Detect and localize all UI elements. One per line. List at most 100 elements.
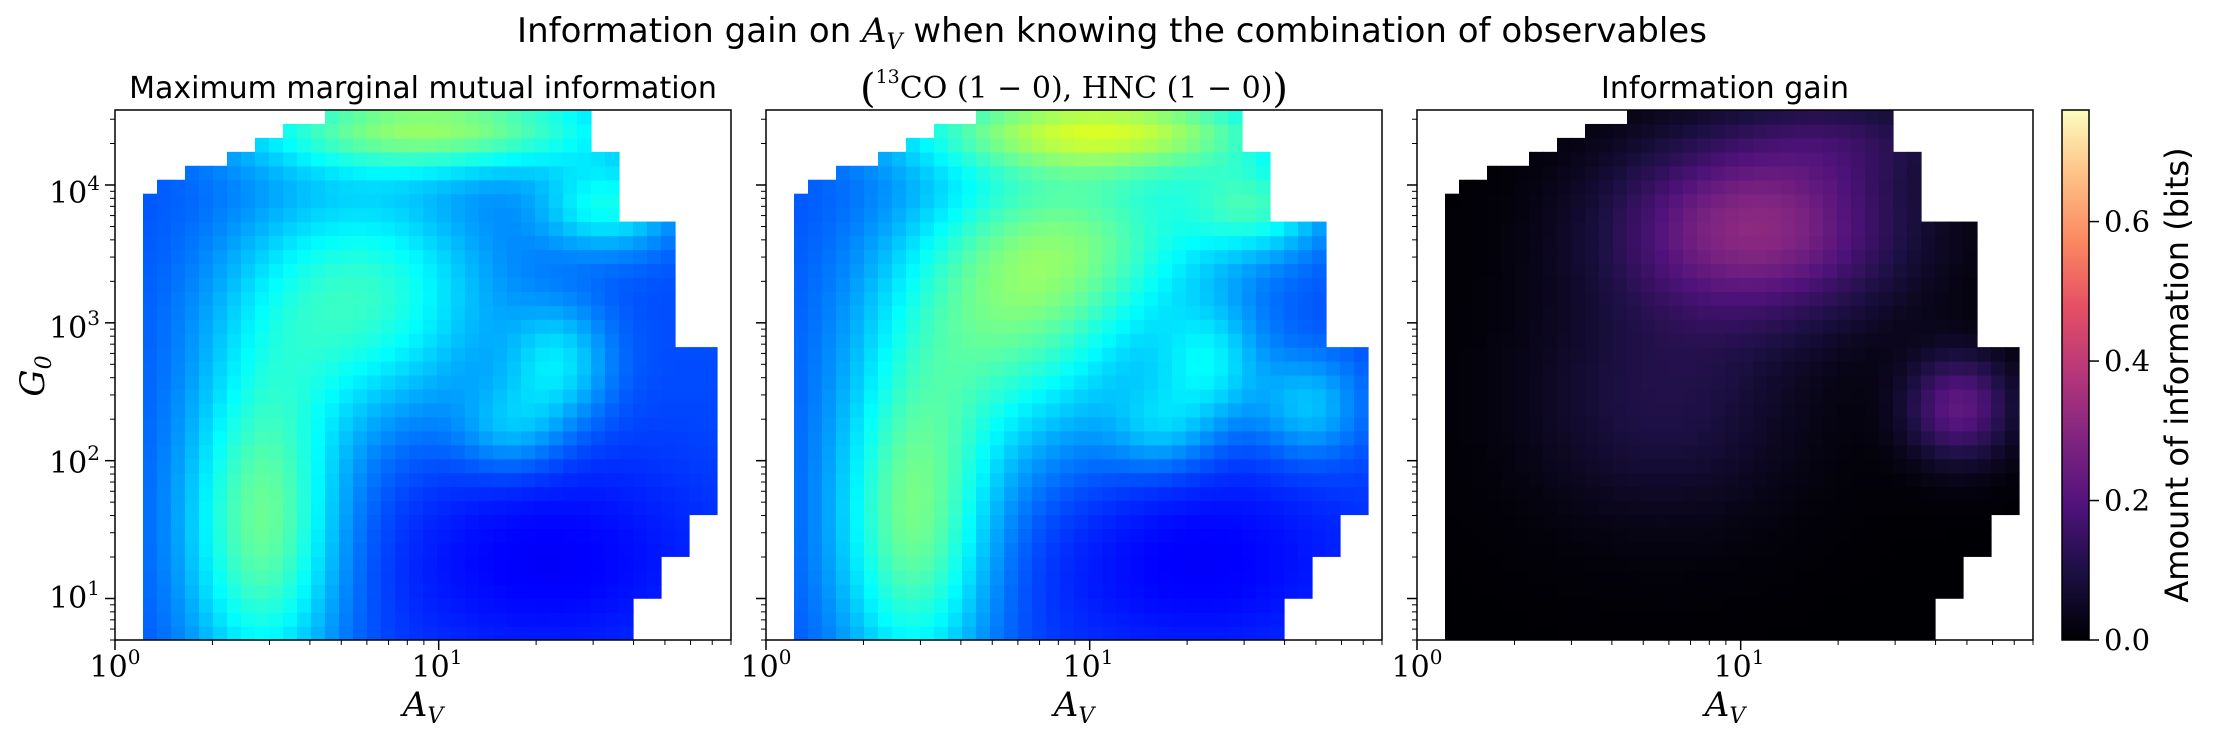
colorbar-tick-label: 0.2 (2104, 484, 2150, 518)
heatmap-cell (661, 249, 676, 265)
heatmap-cell (367, 528, 382, 543)
heatmap-cell (1851, 123, 1866, 139)
heatmap-cell (836, 165, 851, 181)
heatmap-cell (1557, 500, 1572, 516)
heatmap-cell (1613, 249, 1628, 265)
heatmap-cell (1284, 542, 1299, 557)
heatmap-cell (1879, 444, 1894, 460)
heatmap-cell (1739, 388, 1754, 404)
heatmap-cell (1851, 388, 1866, 404)
heatmap-cell (185, 291, 200, 306)
heatmap-cell (1697, 444, 1712, 460)
heatmap-cell (850, 235, 865, 251)
heatmap-cell (1004, 514, 1019, 530)
heatmap-cell (661, 528, 676, 543)
heatmap-cell (423, 235, 438, 251)
heatmap-cell (1116, 416, 1131, 432)
heatmap-cell (1753, 235, 1768, 251)
heatmap-cell (1102, 556, 1117, 571)
heatmap-cell (577, 263, 592, 278)
heatmap-cell (507, 333, 522, 348)
heatmap-cell (1683, 221, 1698, 237)
heatmap-cell (1921, 598, 1936, 613)
heatmap-cell (241, 416, 256, 432)
heatmap-cell (990, 193, 1005, 209)
heatmap-cell (1627, 235, 1642, 251)
heatmap-cell (283, 207, 298, 223)
heatmap-cell (1753, 570, 1768, 585)
heatmap-cell (423, 305, 438, 320)
heatmap-cell (948, 361, 963, 376)
heatmap-cell (1102, 361, 1117, 376)
heatmap-cell (395, 472, 410, 488)
heatmap-cell (1214, 221, 1229, 237)
heatmap-cell (465, 556, 480, 571)
heatmap-cell (1851, 612, 1866, 627)
heatmap-cell (1865, 221, 1880, 237)
heatmap-cell (1627, 277, 1642, 292)
heatmap-cell (794, 221, 809, 237)
heatmap-cell (619, 361, 634, 376)
heatmap-cell (535, 249, 550, 265)
heatmap-cell (1228, 375, 1243, 390)
heatmap-cell (1487, 179, 1502, 195)
heatmap-cell (1823, 514, 1838, 530)
heatmap-cell (325, 347, 340, 362)
heatmap-cell (1837, 207, 1852, 223)
heatmap-cell (962, 179, 977, 195)
heatmap-cell (563, 598, 578, 613)
heatmap-cell (1088, 165, 1103, 181)
heatmap-cell (934, 444, 949, 460)
heatmap-cell (1641, 291, 1656, 306)
heatmap-cell (619, 626, 634, 640)
heatmap-cell (1312, 542, 1327, 557)
heatmap-cell (822, 333, 837, 348)
heatmap-cell (934, 514, 949, 530)
heatmap-cell (507, 514, 522, 530)
heatmap-cell (1655, 486, 1670, 502)
heatmap-cell (1837, 430, 1852, 446)
heatmap-cell (661, 402, 676, 418)
heatmap-cell (227, 333, 242, 348)
heatmap-cell (1172, 319, 1187, 334)
heatmap-cell (1501, 207, 1516, 223)
heatmap-cell (1585, 598, 1600, 613)
heatmap-cell (353, 305, 368, 320)
heatmap-cell (1935, 388, 1950, 404)
heatmap-cell (1879, 207, 1894, 223)
heatmap-cell (1613, 388, 1628, 404)
heatmap-cell (1228, 542, 1243, 557)
heatmap-cell (1627, 598, 1642, 613)
heatmap-cell (675, 347, 690, 362)
heatmap-cell (1046, 361, 1061, 376)
heatmap-cell (864, 416, 879, 432)
heatmap-cell (283, 263, 298, 278)
heatmap-cell (395, 556, 410, 571)
heatmap-cell (269, 137, 284, 153)
heatmap-cell (1543, 486, 1558, 502)
heatmap-cell (850, 207, 865, 223)
heatmap-cell (892, 165, 907, 181)
heatmap-cell (1074, 179, 1089, 195)
heatmap-cell (934, 500, 949, 516)
heatmap-cell (1599, 514, 1614, 530)
heatmap-cell (409, 528, 424, 543)
heatmap-cell (577, 514, 592, 530)
heatmap-cell (591, 444, 606, 460)
heatmap-cell (934, 458, 949, 474)
heatmap-cell (619, 291, 634, 306)
heatmap-cell (1613, 137, 1628, 153)
heatmap-cell (892, 193, 907, 209)
heatmap-cell (619, 444, 634, 460)
heatmap-cell (962, 556, 977, 571)
heatmap-cell (794, 347, 809, 362)
heatmap-cell (1837, 584, 1852, 599)
heatmap-cell (1242, 361, 1257, 376)
heatmap-cell (1739, 151, 1754, 167)
heatmap-cell (836, 361, 851, 376)
heatmap-cell (1683, 388, 1698, 404)
heatmap-cell (1158, 123, 1173, 139)
heatmap-cell (171, 626, 186, 640)
heatmap-cell (836, 207, 851, 223)
heatmap-cell (948, 221, 963, 237)
